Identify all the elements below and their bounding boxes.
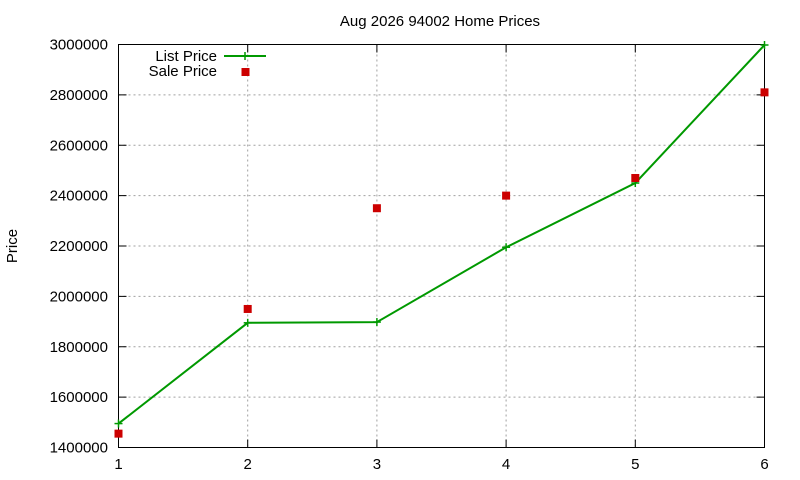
x-tick-label: 4 bbox=[502, 456, 510, 473]
sale-price-point bbox=[114, 429, 123, 438]
legend-marker-list-price bbox=[241, 52, 249, 60]
legend-label-list-price: List Price bbox=[155, 48, 217, 65]
legend-label-sale-price: Sale Price bbox=[149, 63, 217, 80]
sale-price-point bbox=[631, 173, 640, 182]
list-price-point bbox=[760, 41, 769, 50]
y-axis-label: Price bbox=[4, 229, 21, 263]
grid-layer bbox=[118, 44, 765, 448]
x-tick-label: 5 bbox=[631, 456, 639, 473]
y-tick-label: 2200000 bbox=[50, 238, 108, 255]
y-tick-label: 3000000 bbox=[50, 37, 108, 54]
tick-layer: 1400000 1600000 1800000 2000000 2200000 24000… bbox=[50, 37, 769, 474]
chart-title: Aug 2026 94002 Home Prices bbox=[340, 13, 540, 30]
list-price-point bbox=[372, 318, 381, 327]
legend-marker-sale-price bbox=[241, 68, 250, 76]
legend-plus bbox=[241, 52, 249, 60]
y-tick-label: 1600000 bbox=[50, 389, 108, 406]
series-layer bbox=[114, 41, 769, 438]
sale-price-point bbox=[502, 191, 511, 200]
sale-price-point bbox=[760, 88, 769, 97]
x-tick-label: 3 bbox=[373, 456, 381, 473]
y-tick-label: 2400000 bbox=[50, 188, 108, 205]
y-tick-label: 2600000 bbox=[50, 137, 108, 154]
list-price-point bbox=[502, 243, 511, 252]
sale-price-point bbox=[243, 304, 252, 313]
x-tick-label: 2 bbox=[244, 456, 252, 473]
y-tick-label: 2800000 bbox=[50, 87, 108, 104]
list-price-point bbox=[243, 318, 252, 327]
y-tick-label: 2000000 bbox=[50, 288, 108, 305]
y-tick-label: 1400000 bbox=[50, 440, 108, 457]
list-price-point bbox=[114, 419, 123, 428]
legend: List Price Sale Price bbox=[149, 48, 266, 80]
x-tick-label: 1 bbox=[114, 456, 122, 473]
y-tick-label: 1800000 bbox=[50, 339, 108, 356]
sale-price-point bbox=[372, 204, 381, 213]
list-price-line bbox=[117, 44, 766, 425]
x-tick-label: 6 bbox=[760, 456, 768, 473]
